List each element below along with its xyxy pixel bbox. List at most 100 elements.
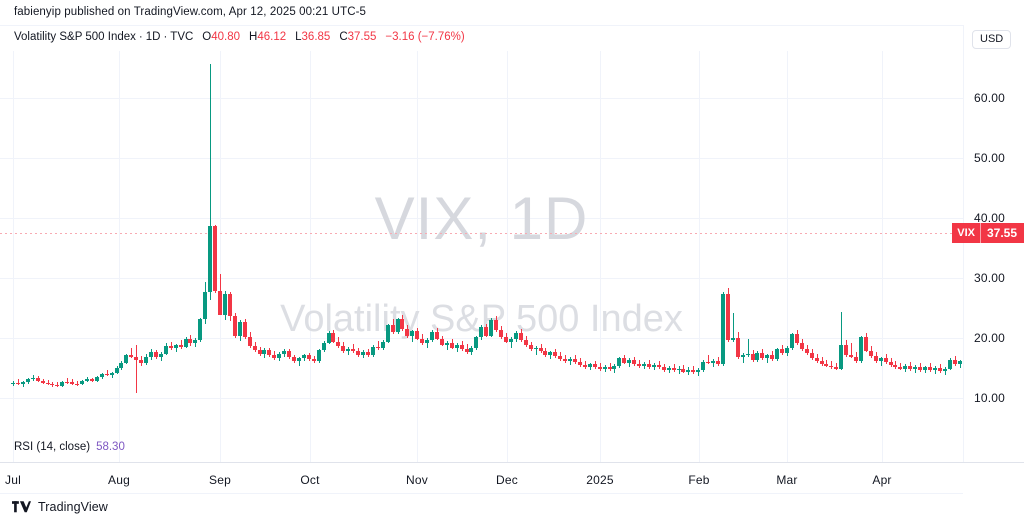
legend-symbol-name[interactable]: Volatility S&P 500 Index bbox=[14, 31, 136, 43]
candle-body bbox=[603, 366, 607, 370]
candle-body bbox=[267, 350, 271, 356]
candle-body bbox=[647, 363, 651, 367]
candle-wick bbox=[67, 378, 68, 384]
candle-body bbox=[262, 350, 266, 355]
candle-body bbox=[312, 359, 316, 362]
candle-body bbox=[943, 368, 947, 371]
candle-body bbox=[16, 383, 20, 384]
candle-body bbox=[898, 366, 902, 369]
candle-body bbox=[460, 344, 464, 349]
candle-wick bbox=[536, 345, 537, 355]
header-divider bbox=[0, 25, 1024, 26]
price-axis[interactable]: USD 60.00 50.00 40.00 30.00 20.00 10.00 VIX 3… bbox=[952, 25, 1024, 462]
candle-body bbox=[179, 345, 183, 347]
legend-high-value: 46.12 bbox=[257, 31, 287, 43]
candle-body bbox=[829, 365, 833, 367]
candle-body bbox=[667, 368, 671, 370]
time-tick-label: Jul bbox=[5, 473, 21, 487]
gridline-horizontal bbox=[0, 158, 963, 159]
candle-wick bbox=[881, 356, 882, 366]
candle-body bbox=[617, 358, 621, 367]
candle-body bbox=[484, 327, 488, 336]
candle-wick bbox=[841, 312, 842, 370]
candle-body bbox=[652, 365, 656, 367]
price-tick-label: 50.00 bbox=[974, 151, 1006, 165]
candle-wick bbox=[900, 362, 901, 371]
candle-body bbox=[139, 359, 143, 364]
candle-body bbox=[474, 337, 478, 349]
time-tick-label: Feb bbox=[688, 473, 710, 487]
candle-body bbox=[159, 353, 163, 358]
candle-body bbox=[770, 355, 774, 359]
candle-body bbox=[356, 351, 360, 355]
candle-body bbox=[169, 345, 173, 349]
time-axis[interactable]: Jul Aug Sep Oct Nov Dec 2025 Feb Mar Apr bbox=[0, 463, 963, 494]
candle-body bbox=[765, 355, 769, 358]
candle-wick bbox=[57, 382, 58, 388]
candle-wick bbox=[659, 360, 660, 370]
gridline-vertical bbox=[417, 51, 418, 462]
price-tick-label: 60.00 bbox=[974, 91, 1006, 105]
legend-interval[interactable]: 1D bbox=[145, 31, 161, 43]
currency-badge[interactable]: USD bbox=[972, 30, 1012, 49]
candle-body bbox=[282, 351, 286, 355]
candle-body bbox=[198, 319, 202, 341]
candle-body bbox=[420, 338, 424, 343]
candle-wick bbox=[600, 363, 601, 371]
candle-body bbox=[228, 294, 232, 317]
candle-body bbox=[800, 343, 804, 349]
candle-wick bbox=[836, 362, 837, 371]
candle-wick bbox=[851, 342, 852, 359]
candle-wick bbox=[23, 381, 24, 387]
candle-body bbox=[637, 363, 641, 367]
candle-body bbox=[539, 347, 543, 352]
candle-wick bbox=[348, 347, 349, 356]
gridline-vertical bbox=[600, 51, 601, 462]
candle-wick bbox=[353, 344, 354, 353]
candle-body bbox=[277, 354, 281, 358]
candle-body bbox=[948, 360, 952, 369]
candle-wick bbox=[131, 347, 132, 359]
candle-wick bbox=[511, 337, 512, 348]
candle-body bbox=[622, 358, 626, 363]
candle-body bbox=[174, 345, 178, 349]
candle-wick bbox=[585, 360, 586, 369]
time-tick-label: Nov bbox=[406, 473, 428, 487]
candle-body bbox=[593, 364, 597, 368]
candle-body bbox=[923, 367, 927, 370]
candlestick-series[interactable] bbox=[0, 51, 963, 462]
candle-body bbox=[691, 369, 695, 373]
candle-body bbox=[445, 342, 449, 345]
candle-body bbox=[11, 383, 15, 385]
candle-body bbox=[327, 332, 331, 343]
candle-body bbox=[760, 353, 764, 358]
price-tick-label: 10.00 bbox=[974, 391, 1006, 405]
candle-body bbox=[884, 358, 888, 362]
candle-body bbox=[302, 355, 306, 359]
candle-body bbox=[366, 352, 370, 356]
candle-body bbox=[36, 377, 40, 381]
candle-wick bbox=[378, 341, 379, 350]
candle-body bbox=[75, 383, 79, 385]
last-price-tag[interactable]: VIX 37.55 bbox=[952, 222, 1024, 243]
candle-body bbox=[361, 352, 365, 355]
candle-body bbox=[864, 337, 868, 351]
candle-body bbox=[790, 334, 794, 349]
candle-wick bbox=[565, 354, 566, 363]
candle-body bbox=[440, 338, 444, 345]
candle-body bbox=[632, 360, 636, 364]
candle-body bbox=[386, 325, 390, 342]
candle-body bbox=[391, 325, 395, 332]
candle-wick bbox=[713, 359, 714, 368]
candle-body bbox=[65, 381, 69, 383]
candle-body bbox=[548, 352, 552, 355]
candle-wick bbox=[960, 359, 961, 368]
candle-body bbox=[430, 332, 434, 340]
legend-close-value: 37.55 bbox=[347, 31, 377, 43]
legend-high: H46.12 bbox=[249, 31, 286, 43]
candle-body bbox=[844, 344, 848, 356]
rsi-label-text[interactable]: RSI (14, close) bbox=[14, 441, 91, 453]
candle-wick bbox=[748, 338, 749, 357]
price-chart-pane[interactable]: VIX, 1D Volatility S&P 500 Index bbox=[0, 51, 963, 462]
candle-body bbox=[519, 332, 523, 340]
